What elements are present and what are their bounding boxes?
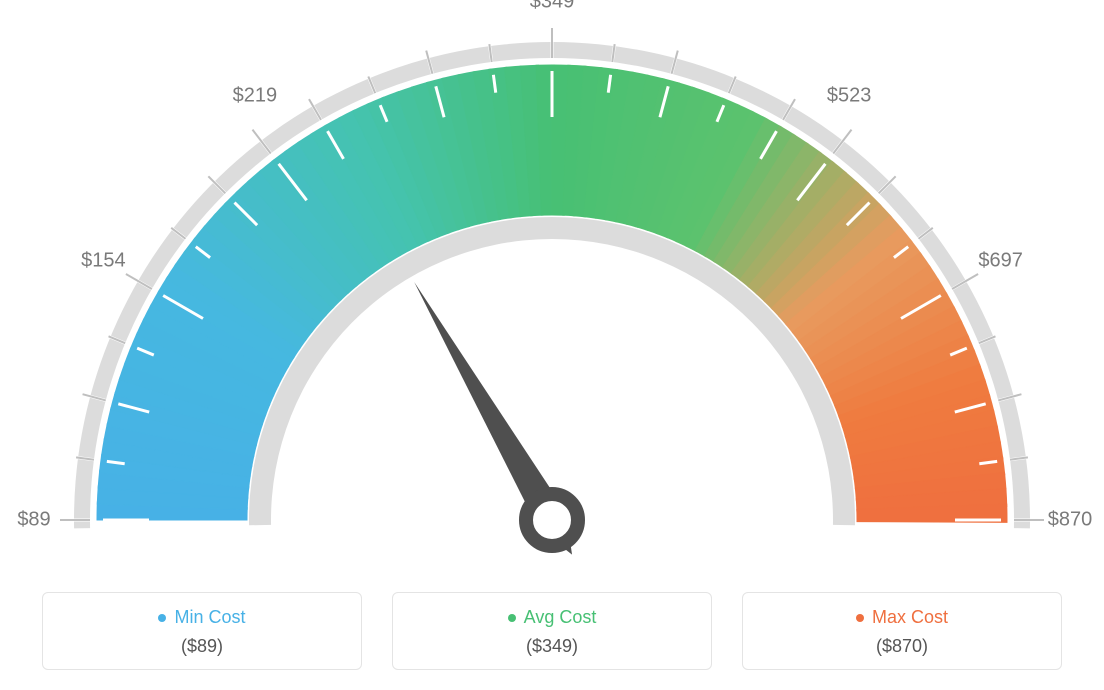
gauge-needle-hub (526, 494, 578, 546)
legend-label-min-text: Min Cost (174, 607, 245, 628)
legend-value-min: ($89) (53, 636, 351, 657)
legend-label-min: Min Cost (158, 607, 245, 628)
legend-label-avg-text: Avg Cost (524, 607, 597, 628)
legend-label-avg: Avg Cost (508, 607, 597, 628)
legend-label-max: Max Cost (856, 607, 948, 628)
gauge-tick-label: $89 (17, 509, 50, 532)
gauge-tick-label: $349 (530, 0, 575, 14)
legend-dot-max (856, 614, 864, 622)
gauge-tick-label: $523 (827, 84, 872, 107)
gauge-arc (97, 65, 1007, 522)
gauge-svg (0, 0, 1104, 580)
legend-dot-min (158, 614, 166, 622)
legend-card-max: Max Cost ($870) (742, 592, 1062, 670)
legend-card-avg: Avg Cost ($349) (392, 592, 712, 670)
legend-card-min: Min Cost ($89) (42, 592, 362, 670)
legend-row: Min Cost ($89) Avg Cost ($349) Max Cost … (0, 592, 1104, 670)
legend-value-max: ($870) (753, 636, 1051, 657)
gauge-tick-label: $697 (978, 250, 1023, 273)
gauge-tick-label: $154 (81, 250, 126, 273)
cost-gauge: $89 $154 $219 $349 $523 $697 $870 (0, 0, 1104, 580)
legend-dot-avg (508, 614, 516, 622)
gauge-tick-label: $870 (1048, 509, 1093, 532)
gauge-tick-label: $219 (233, 84, 278, 107)
legend-label-max-text: Max Cost (872, 607, 948, 628)
legend-value-avg: ($349) (403, 636, 701, 657)
